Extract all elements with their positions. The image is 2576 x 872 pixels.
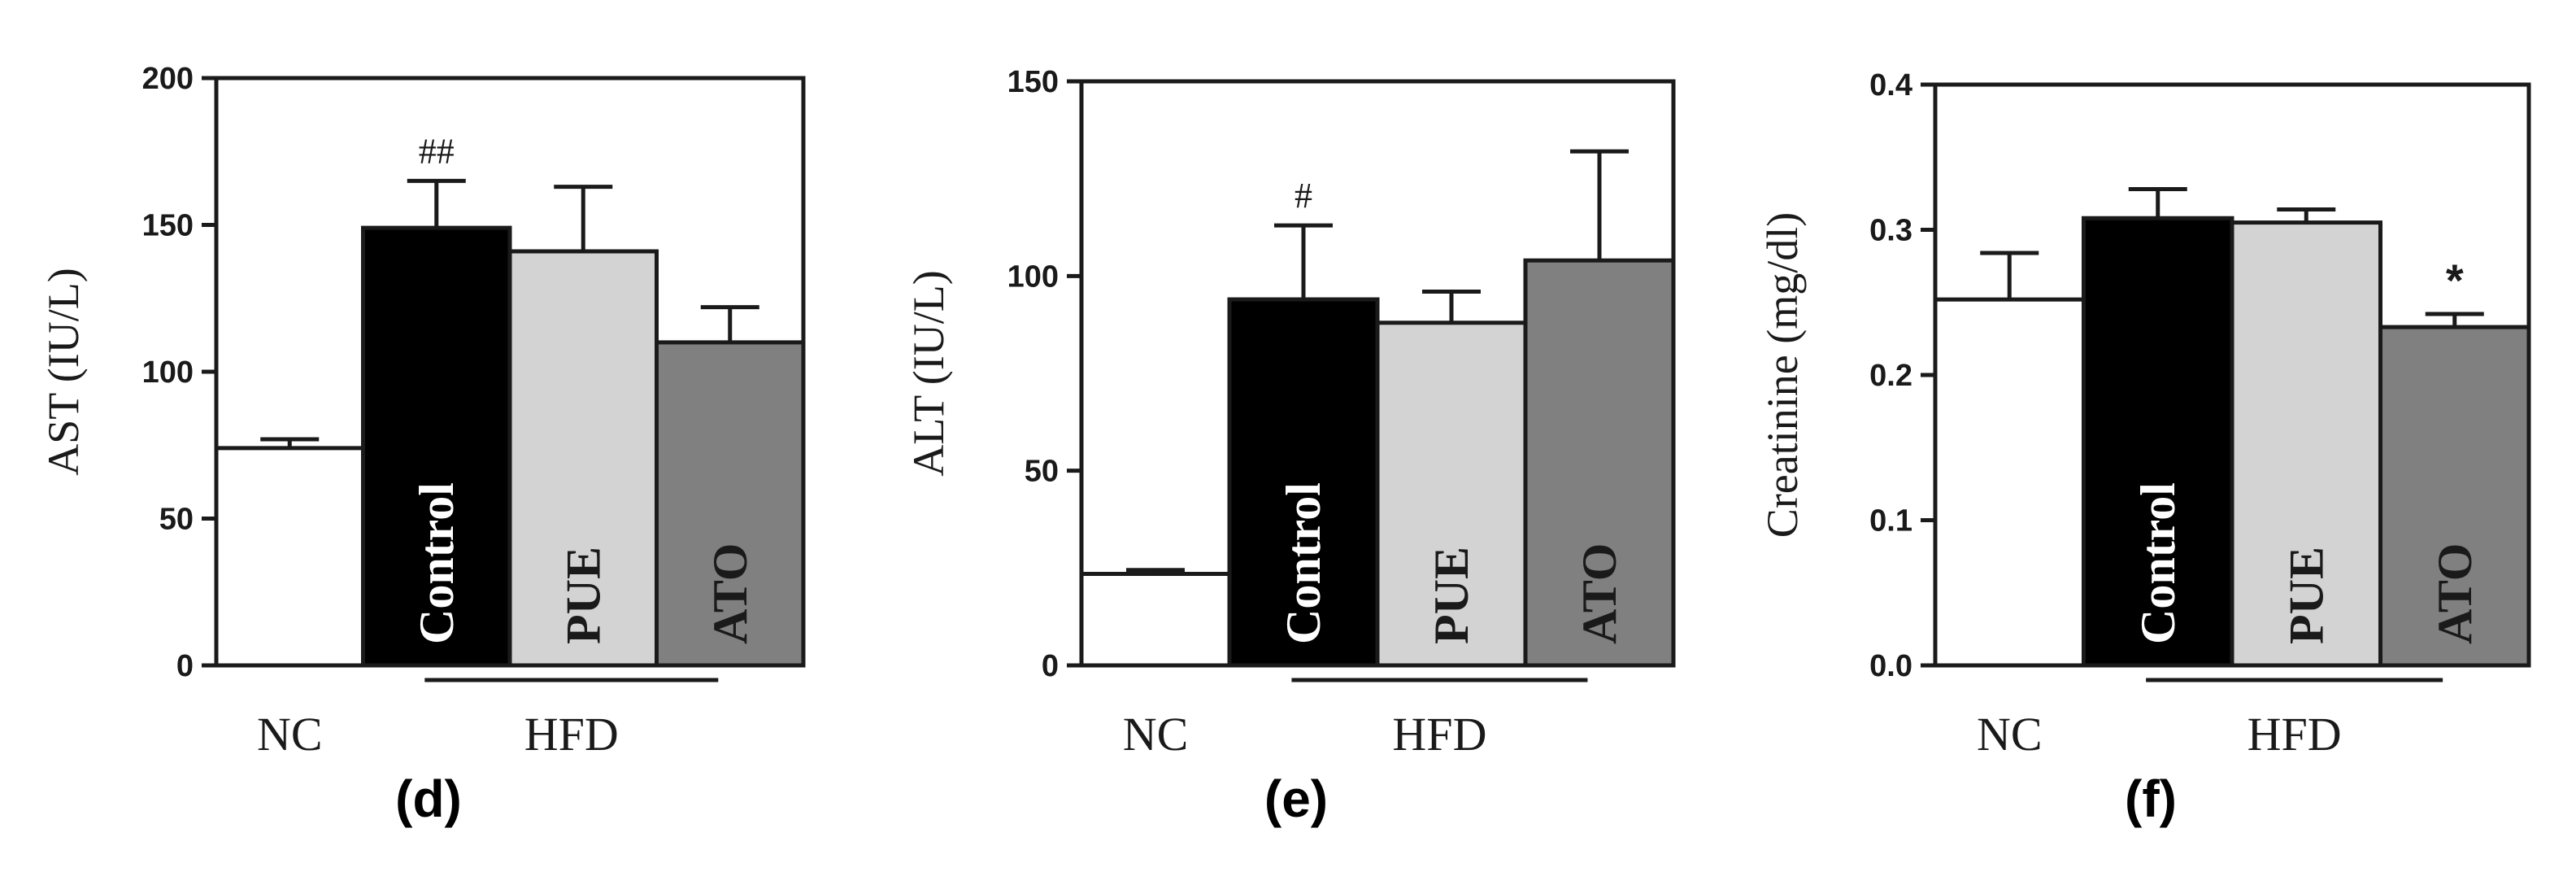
- bar-label-control: Control: [2131, 482, 2185, 644]
- y-tick-label: 150: [1007, 65, 1059, 99]
- significance-annotation: #: [1295, 176, 1312, 216]
- group-label-nc: NC: [257, 708, 323, 761]
- panel-label: (e): [1264, 770, 1328, 828]
- bar-label-pue: PUE: [2279, 547, 2333, 644]
- group-label-hfd: HFD: [1392, 708, 1486, 761]
- bar-label-pue: PUE: [1425, 547, 1478, 644]
- bar-label-ato: ATO: [2428, 543, 2482, 644]
- y-tick-label: 50: [159, 503, 194, 537]
- y-tick-label: 0: [1042, 649, 1059, 683]
- bar-nc: [214, 446, 365, 668]
- bar-label-pue: PUE: [556, 547, 610, 644]
- y-tick-label: 0: [176, 649, 194, 683]
- chart-panel-3: Control PUE * ATO 0.0 0.1 0.2 0.3 0.4 Creatinine …: [1758, 68, 2531, 828]
- bar-label-ato: ATO: [1573, 543, 1626, 644]
- bar-control: [2082, 216, 2234, 668]
- y-tick-label: 0.0: [1869, 649, 1912, 683]
- group-label-nc: NC: [1123, 708, 1189, 761]
- chart-panel-2: # Control PUE ATO 0 50 100 150 ALT (IU/L) NC HFD (e…: [904, 65, 1676, 828]
- y-tick-label: 0.1: [1869, 504, 1912, 538]
- chart-panel-1: ## Control PUE ATO 0 50 100 150 200 AST (IU/L) NC H…: [39, 62, 806, 828]
- panel-label: (f): [2125, 770, 2177, 828]
- y-tick-label: 100: [1007, 259, 1059, 294]
- plot-frame: [1079, 79, 1676, 668]
- group-label-nc: NC: [1977, 708, 2043, 761]
- bar-control: [361, 225, 512, 668]
- y-tick-label: 50: [1025, 455, 1059, 489]
- bar-label-control: Control: [1277, 482, 1330, 644]
- y-tick-label: 0.2: [1869, 359, 1912, 393]
- group-label-hfd: HFD: [2247, 708, 2342, 761]
- y-axis-label: Creatinine (mg/dl): [1758, 212, 1807, 538]
- y-axis-label: ALT (IU/L): [904, 270, 953, 476]
- group-label-hfd: HFD: [524, 708, 619, 761]
- y-tick-label: 0.3: [1869, 214, 1912, 248]
- bar-nc: [1933, 297, 2086, 668]
- y-tick-label: 100: [142, 355, 194, 390]
- significance-annotation: *: [2446, 255, 2464, 306]
- bar-control: [1227, 297, 1380, 668]
- bar-label-control: Control: [410, 482, 463, 644]
- significance-annotation: ##: [419, 131, 455, 171]
- panel-label: (d): [395, 770, 462, 828]
- y-axis-label: AST (IU/L): [39, 268, 88, 475]
- y-tick-label: 150: [142, 209, 194, 243]
- y-tick-label: 0.4: [1869, 68, 1912, 102]
- y-tick-label: 200: [142, 62, 194, 96]
- bar-nc: [1079, 572, 1232, 668]
- bar-label-ato: ATO: [703, 543, 757, 644]
